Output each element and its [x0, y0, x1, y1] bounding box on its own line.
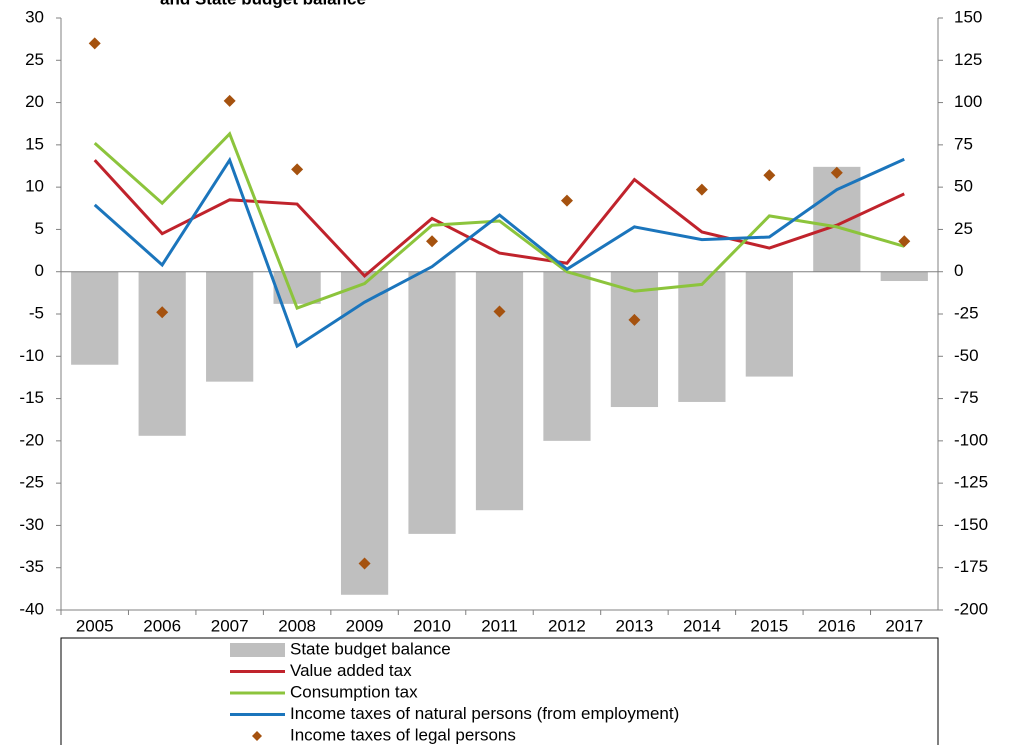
legend-swatch: [252, 731, 262, 741]
line: [93, 159, 905, 279]
y2-tick-label: -150: [954, 515, 988, 534]
bar: [408, 271, 456, 534]
chart-title: and State budget balance: [160, 0, 366, 8]
x-tick-label: 2008: [278, 616, 316, 635]
y-tick-label: -30: [19, 515, 44, 534]
x-tick-label: 2005: [76, 616, 114, 635]
y-tick-label: 0: [35, 261, 44, 280]
y2-tick-label: -175: [954, 557, 988, 576]
y-tick-label: 30: [25, 7, 44, 26]
y-tick-label: -5: [29, 303, 44, 322]
y2-tick-label: -200: [954, 599, 988, 618]
y-tick-label: -25: [19, 473, 44, 492]
y2-tick-label: -75: [954, 388, 979, 407]
legend-label: Income taxes of natural persons (from em…: [290, 704, 679, 723]
y2-tick-label: 50: [954, 177, 973, 196]
y-tick-label: 15: [25, 134, 44, 153]
y2-tick-label: -100: [954, 430, 988, 449]
line: [93, 156, 905, 349]
x-tick-label: 2015: [750, 616, 788, 635]
bar: [745, 271, 793, 377]
y-tick-label: 5: [35, 219, 44, 238]
x-tick-label: 2012: [548, 616, 586, 635]
x-tick-label: 2016: [818, 616, 856, 635]
bar: [206, 271, 254, 382]
marker: [763, 169, 776, 182]
y2-tick-label: -25: [954, 303, 979, 322]
y-tick-label: 10: [25, 177, 44, 196]
x-tick-label: 2006: [143, 616, 181, 635]
marker: [223, 94, 236, 107]
y-tick-label: -10: [19, 346, 44, 365]
marker: [830, 166, 843, 179]
legend-swatch: [230, 643, 285, 657]
marker: [695, 183, 708, 196]
y2-tick-label: 125: [954, 50, 982, 69]
x-tick-label: 2014: [683, 616, 721, 635]
marker: [291, 163, 304, 176]
marker: [560, 194, 573, 207]
y2-tick-label: 75: [954, 134, 973, 153]
bar: [138, 271, 186, 436]
legend-label: State budget balance: [290, 639, 451, 658]
y2-tick-label: 150: [954, 7, 982, 26]
x-tick-label: 2017: [885, 616, 923, 635]
y2-tick-label: 0: [954, 261, 963, 280]
y-tick-label: -35: [19, 557, 44, 576]
bar: [340, 271, 389, 595]
bar: [678, 271, 726, 402]
marker: [156, 306, 169, 319]
y-tick-label: 20: [25, 92, 44, 111]
x-tick-label: 2011: [481, 616, 518, 635]
y-tick-label: -40: [19, 599, 44, 618]
bar: [71, 271, 119, 365]
y-tick-label: -15: [19, 388, 44, 407]
marker: [493, 305, 506, 318]
marker: [898, 235, 911, 248]
x-tick-label: 2009: [346, 616, 384, 635]
y-tick-label: 25: [25, 50, 44, 69]
legend-label: Value added tax: [290, 661, 412, 680]
marker: [358, 557, 371, 570]
legend-box: [60, 637, 939, 745]
y-tick-label: -20: [19, 430, 44, 449]
y2-tick-label: 25: [954, 219, 973, 238]
bar: [610, 271, 659, 408]
x-tick-label: 2007: [211, 616, 249, 635]
x-tick-label: 2013: [616, 616, 654, 635]
legend-label: Consumption tax: [290, 682, 418, 701]
bar: [543, 271, 591, 441]
y2-tick-label: -50: [954, 346, 979, 365]
bar: [880, 271, 928, 282]
x-tick-label: 2010: [413, 616, 451, 635]
marker: [628, 313, 641, 326]
y2-tick-label: 100: [954, 92, 982, 111]
line: [93, 131, 905, 310]
legend-label: Income taxes of legal persons: [290, 725, 516, 744]
y2-tick-label: -125: [954, 473, 988, 492]
marker: [88, 37, 101, 50]
marker: [426, 235, 439, 248]
